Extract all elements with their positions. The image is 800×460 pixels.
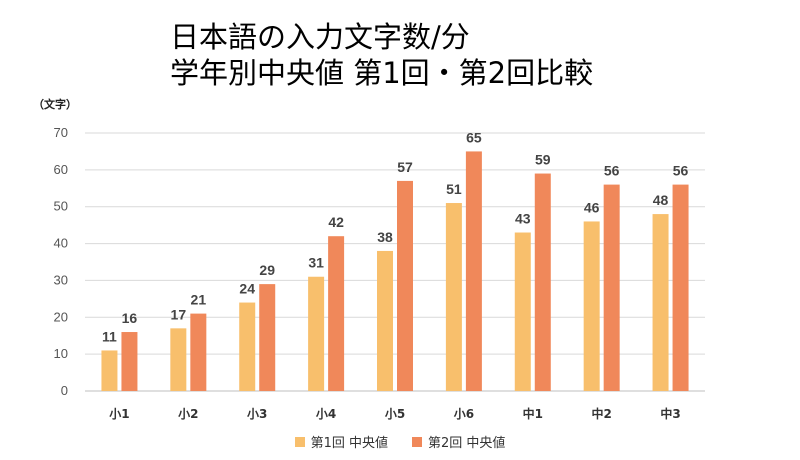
x-tick-label: 小3 [247,406,267,421]
x-tick-label: 中2 [591,406,611,421]
bar-series2 [190,313,207,391]
y-tick-label: 0 [61,383,68,398]
data-label-series2: 59 [535,152,551,168]
data-label-series2: 29 [259,262,275,278]
bar-series2 [603,184,620,391]
y-tick-label: 50 [54,199,68,214]
bar-series1 [652,214,669,391]
data-label-series1: 17 [171,306,187,322]
y-tick-label: 60 [54,162,68,177]
data-label-series2: 16 [122,310,138,326]
data-label-series1: 43 [515,211,531,227]
legend-swatch-series1 [294,436,305,447]
x-tick-label: 中1 [523,406,543,421]
chart-title-line2: 学年別中央値 第1回・第2回比較 [170,56,594,90]
legend-label-series2: 第2回 中央値 [428,436,506,451]
x-tick-label: 小4 [316,406,336,421]
bar-series2 [534,173,551,391]
bar-series2 [397,180,413,391]
legend-label-series1: 第1回 中央値 [310,436,388,451]
data-label-series2: 57 [397,159,413,175]
data-label-series1: 48 [653,192,669,208]
bar-series1 [101,350,118,391]
legend-swatch-series2 [412,436,422,447]
data-label-series1: 46 [584,199,600,215]
bar-series1 [170,328,187,391]
data-label-series2: 56 [673,163,689,179]
bar-series1 [583,221,600,391]
bar-series1 [377,250,393,391]
x-tick-label: 小2 [178,406,198,421]
y-tick-label: 20 [54,309,68,324]
bar-series1 [308,276,325,391]
data-label-series2: 65 [466,129,482,145]
legend-item-series2: 第2回 中央値 [412,432,505,451]
data-label-series1: 51 [446,181,462,197]
x-tick-label: 小6 [454,406,474,421]
x-tick-label: 中3 [660,406,680,421]
y-tick-label: 70 [54,125,68,140]
bar-series2 [259,284,276,391]
bar-series1 [239,302,256,391]
x-tick-label: 小5 [385,406,405,421]
bar-series2 [328,236,345,391]
data-label-series1: 38 [377,229,393,245]
y-unit-label: （文字） [33,98,77,111]
data-label-series1: 24 [239,281,255,297]
data-label-series2: 21 [191,292,207,308]
bar-series1 [514,232,531,391]
data-label-series2: 42 [328,214,344,230]
bar-series2 [465,151,482,391]
y-tick-label: 10 [54,346,68,361]
y-tick-label: 30 [54,272,68,287]
data-label-series1: 11 [102,328,117,344]
legend: 第1回 中央値 第2回 中央値 [0,432,800,451]
bar-series2 [672,184,689,391]
bar-series2 [121,332,138,391]
legend-item-series1: 第1回 中央値 [294,432,388,451]
bar-series1 [445,203,462,391]
data-label-series1: 31 [308,255,324,271]
data-label-series2: 56 [604,163,620,179]
y-tick-label: 40 [54,236,68,251]
chart-title-line1: 日本語の入力文字数/分 [170,20,470,54]
x-tick-label: 小1 [109,406,129,421]
